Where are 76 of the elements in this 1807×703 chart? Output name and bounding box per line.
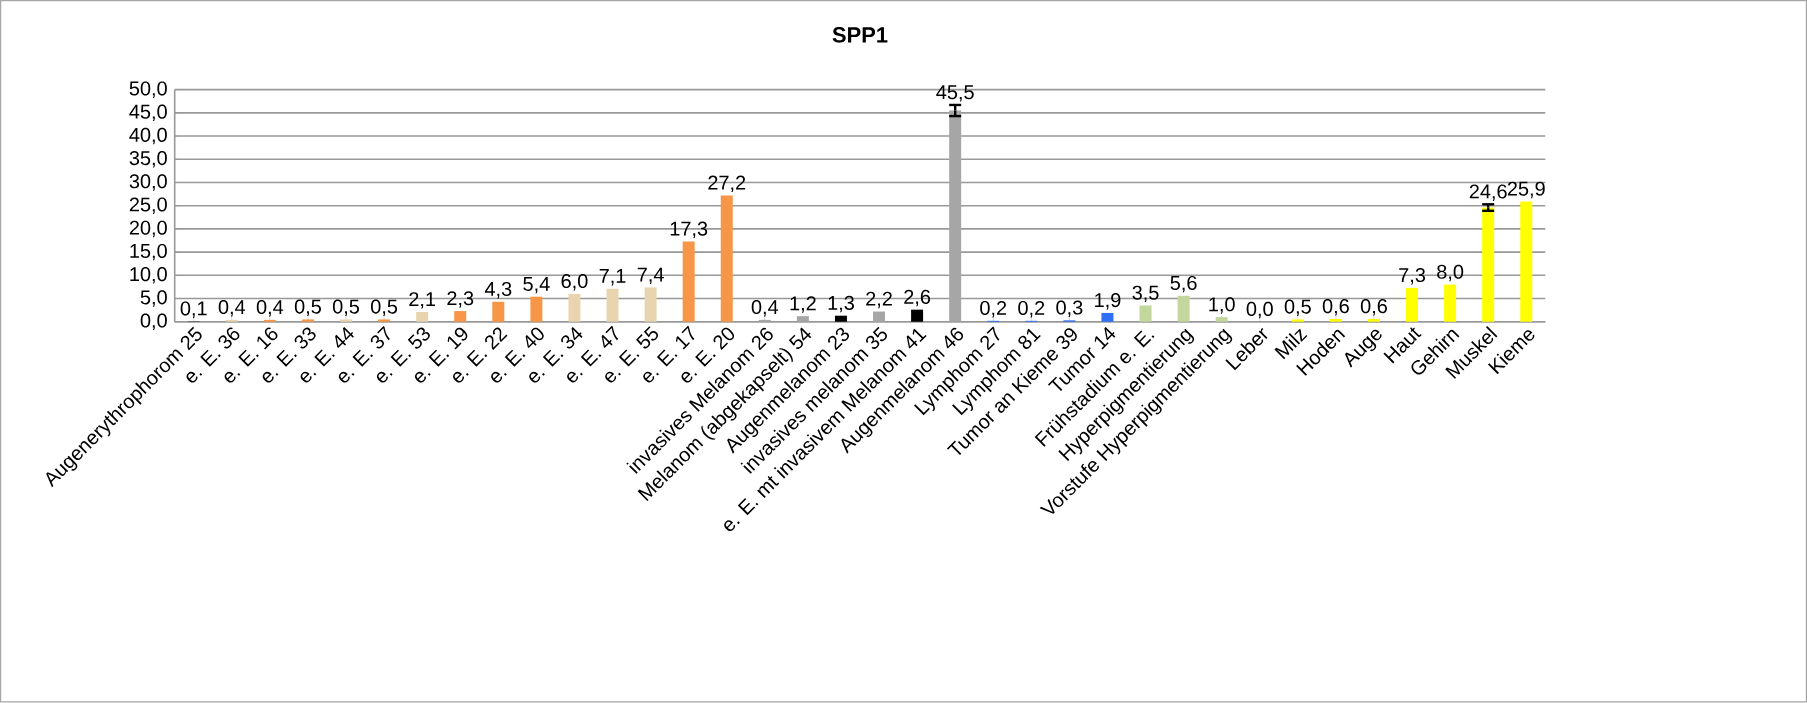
bar — [301, 319, 314, 322]
bar — [454, 311, 467, 322]
data-label: 7,1 — [599, 269, 626, 286]
data-label: 8,0 — [1437, 264, 1464, 282]
y-tick-label: 40,0 — [129, 128, 167, 145]
y-tick-label: 35,0 — [129, 151, 167, 168]
y-tick-label: 25,0 — [129, 197, 167, 215]
data-label: 17,3 — [670, 221, 708, 239]
bar — [1520, 201, 1533, 322]
data-label: 1,3 — [828, 296, 854, 313]
data-label: 45,5 — [936, 85, 974, 102]
data-label: 1,0 — [1209, 297, 1235, 314]
bar — [1291, 319, 1304, 322]
data-label: 0,4 — [256, 300, 284, 317]
data-label: 0,5 — [371, 299, 398, 317]
bar — [1444, 284, 1457, 322]
data-label: 0,2 — [980, 301, 1007, 318]
bar — [1215, 317, 1228, 322]
data-label: 6,0 — [561, 274, 588, 291]
y-tick-label: 15,0 — [130, 244, 167, 261]
bar — [378, 319, 391, 322]
data-label: 0,3 — [1056, 300, 1083, 318]
bar — [492, 302, 505, 322]
bar — [340, 319, 353, 322]
bar — [911, 309, 924, 322]
y-tick-label: 45,0 — [129, 104, 167, 122]
bar — [606, 289, 619, 322]
data-label: 0,4 — [218, 300, 246, 317]
bar — [416, 312, 429, 322]
y-tick-label: 30,0 — [129, 174, 167, 191]
data-label: 2,6 — [904, 290, 931, 307]
data-label: 25,9 — [1507, 181, 1545, 199]
bar — [873, 311, 886, 322]
bar — [1177, 295, 1190, 322]
data-label: 24,6 — [1469, 184, 1507, 202]
bar — [1482, 207, 1495, 322]
data-label: 27,2 — [708, 175, 746, 193]
data-label: 2,3 — [447, 291, 474, 308]
y-tick-label: 0,0 — [140, 313, 167, 331]
bar — [796, 316, 809, 322]
bar — [1329, 319, 1342, 322]
data-label: 4,3 — [484, 282, 512, 299]
data-label: 5,6 — [1170, 276, 1197, 293]
data-label: 7,4 — [637, 267, 664, 285]
y-tick-label: 10,0 — [130, 267, 167, 284]
bar — [568, 294, 581, 322]
data-label: 0,5 — [294, 299, 321, 317]
bar — [530, 296, 543, 322]
bar — [1139, 305, 1152, 322]
y-tick-label: 20,0 — [129, 220, 167, 238]
chart-title: SPP1 — [832, 27, 888, 43]
data-label: 1,2 — [790, 296, 816, 314]
data-label: 0,1 — [180, 301, 207, 319]
data-label: 0,2 — [1018, 301, 1045, 318]
bar — [644, 287, 657, 322]
y-tick-label: 5,0 — [140, 290, 167, 308]
bar — [720, 195, 733, 322]
data-label: 2,1 — [409, 292, 436, 309]
data-label: 0,6 — [1360, 299, 1387, 316]
bar — [1367, 319, 1380, 322]
data-label: 2,2 — [866, 291, 892, 309]
bar — [834, 315, 847, 322]
data-label: 0,5 — [1284, 299, 1311, 317]
data-label: 5,4 — [523, 277, 550, 294]
data-label: 1,9 — [1095, 293, 1121, 310]
data-label: 3,5 — [1132, 285, 1159, 303]
bar — [682, 241, 695, 322]
data-label: 7,3 — [1399, 268, 1426, 285]
bar — [949, 110, 962, 322]
data-label: 0,6 — [1322, 299, 1349, 316]
data-label: 0,5 — [332, 299, 360, 317]
y-tick-label: 50,0 — [129, 81, 167, 99]
data-label: 0,4 — [751, 300, 779, 317]
bar — [1101, 313, 1114, 322]
data-label: 0,0 — [1246, 302, 1273, 319]
bar — [1406, 288, 1419, 322]
